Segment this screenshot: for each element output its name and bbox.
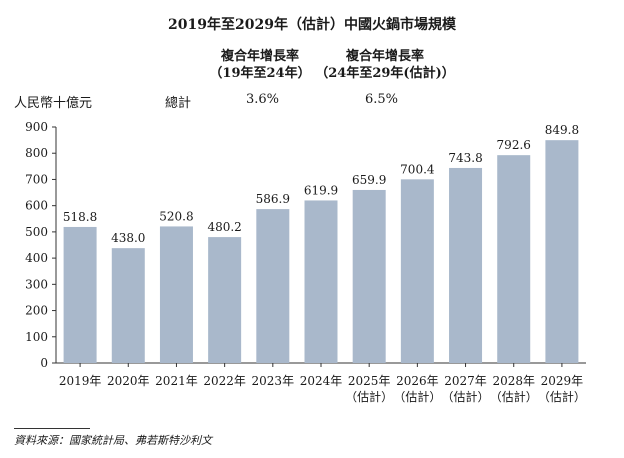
y-tick-label: 200 xyxy=(25,304,48,318)
x-tick-label: 2025年 xyxy=(348,374,391,388)
bar-value-label: 586.9 xyxy=(256,192,290,206)
bar-value-label: 700.4 xyxy=(400,162,435,176)
cagr-value-2024-2029: 6.5% xyxy=(365,92,399,107)
bar xyxy=(159,226,193,363)
bar xyxy=(497,155,531,363)
bar-value-label: 743.8 xyxy=(448,151,482,165)
chart-title: 2019年至2029年（估計）中國火鍋市場規模 xyxy=(168,17,456,33)
x-tick-label: 2029年 xyxy=(541,374,584,388)
bar-value-label: 792.6 xyxy=(497,138,531,152)
y-tick-label: 0 xyxy=(40,356,48,370)
cagr-row-label: 總計 xyxy=(165,96,192,111)
bar xyxy=(352,189,386,363)
x-tick-label: （估計） xyxy=(442,389,490,404)
x-tick-label: （估計） xyxy=(490,389,538,404)
y-tick-label: 300 xyxy=(25,277,48,291)
y-tick-label: 500 xyxy=(25,225,48,239)
bar-value-label: 659.9 xyxy=(352,173,386,187)
bar-value-label: 520.8 xyxy=(159,209,193,223)
x-tick-label: 2022年 xyxy=(203,374,246,388)
x-tick-label: （估計） xyxy=(393,389,441,404)
x-tick-label: 2023年 xyxy=(252,374,295,388)
bar xyxy=(400,179,434,363)
bar-value-label: 480.2 xyxy=(207,220,241,234)
cagr-header-2024-2029-line1: 複合年增長率 xyxy=(345,49,424,64)
x-tick-label: 2028年 xyxy=(492,374,535,388)
bar xyxy=(208,237,242,363)
y-tick-label: 600 xyxy=(25,199,48,213)
cagr-value-2019-2024: 3.6% xyxy=(246,92,280,107)
bar xyxy=(63,226,97,363)
x-tick-label: 2026年 xyxy=(396,374,439,388)
footer-divider xyxy=(14,428,90,429)
cagr-header-2019-2024: 複合年增長率 （19年至24年） xyxy=(205,48,315,82)
cagr-header-2024-2029: 複合年增長率 （24年至29年(估計)） xyxy=(310,48,460,82)
x-tick-label: 2020年 xyxy=(107,374,150,388)
source-note: 資料來源：國家統計局、弗若斯特沙利文 xyxy=(14,434,212,447)
y-tick-label: 700 xyxy=(25,172,48,186)
bar-value-label: 438.0 xyxy=(111,231,145,245)
bar-value-label: 518.8 xyxy=(63,210,97,224)
bar xyxy=(256,209,290,363)
x-tick-label: 2021年 xyxy=(155,374,198,388)
y-axis-unit: 人民幣十億元 xyxy=(14,96,93,111)
bar xyxy=(449,167,483,363)
bar xyxy=(545,140,579,363)
x-tick-label: 2027年 xyxy=(444,374,487,388)
x-tick-label: （估計） xyxy=(345,389,393,404)
bar-value-label: 619.9 xyxy=(304,183,338,197)
x-tick-label: 2019年 xyxy=(59,374,102,388)
bar xyxy=(111,248,145,363)
x-tick-label: （估計） xyxy=(538,389,586,404)
y-tick-label: 800 xyxy=(25,146,48,160)
x-tick-label: 2024年 xyxy=(300,374,343,388)
y-tick-label: 100 xyxy=(25,330,48,344)
cagr-header-2019-2024-line2: （19年至24年） xyxy=(209,66,311,81)
y-tick-label: 900 xyxy=(25,120,48,134)
bar-value-label: 849.8 xyxy=(545,123,579,137)
cagr-header-2019-2024-line1: 複合年增長率 xyxy=(220,49,299,64)
bar xyxy=(304,200,338,363)
cagr-header-2024-2029-line2: （24年至29年(估計)） xyxy=(315,66,455,81)
y-tick-label: 400 xyxy=(25,251,48,265)
